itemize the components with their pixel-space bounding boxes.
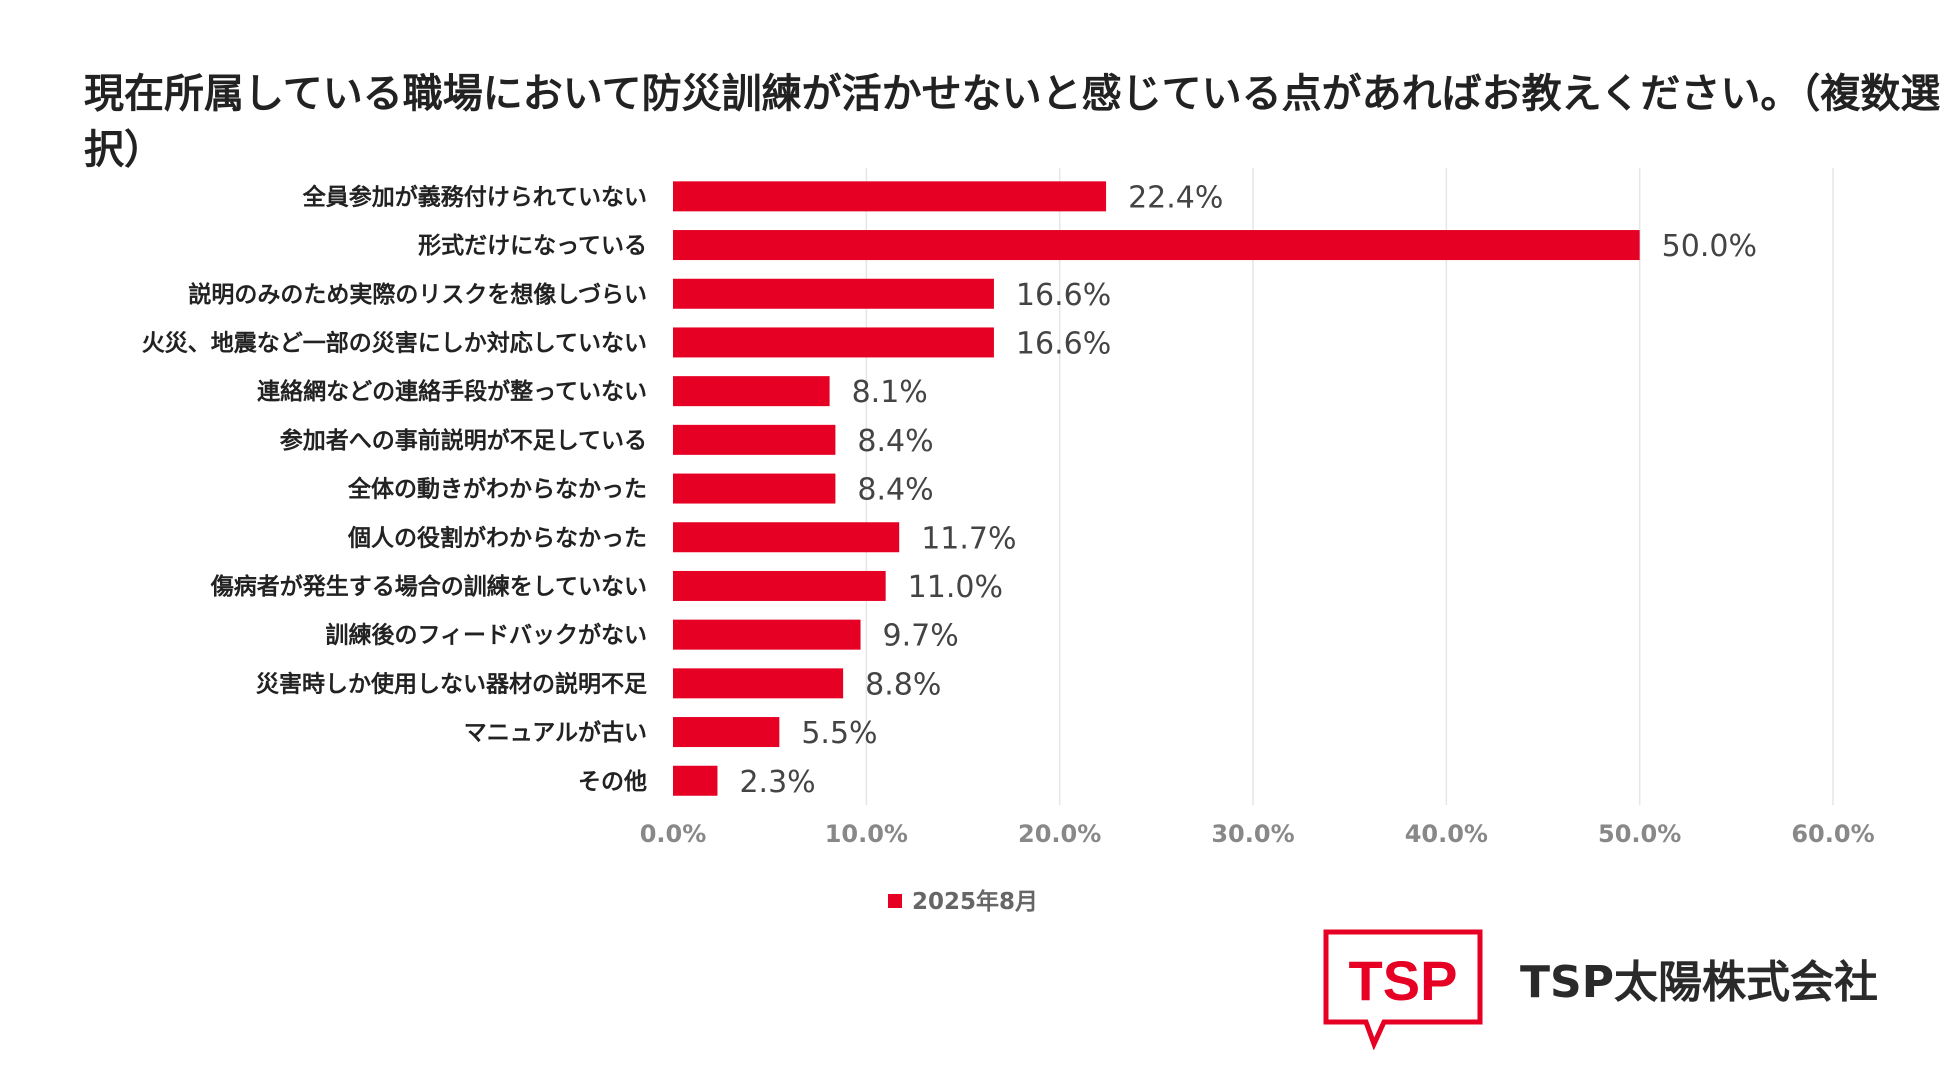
x-axis-ticks: 0.0% 10.0% 20.0% 30.0% 40.0% 50.0% 60.0% xyxy=(640,820,1875,848)
legend: 2025年8月 xyxy=(888,888,1038,915)
value-label: 11.7% xyxy=(921,521,1016,556)
bar xyxy=(673,717,780,748)
legend-label: 2025年8月 xyxy=(912,888,1038,915)
bars xyxy=(673,181,1640,796)
category-label: 形式だけになっている xyxy=(418,233,647,259)
company-name: TSP太陽株式会社 xyxy=(1520,957,1878,1008)
value-label: 50.0% xyxy=(1662,229,1757,264)
bar-chart: 全員参加が義務付けられていない形式だけになっている説明のみのため実際のリスクを想… xyxy=(142,168,1875,915)
category-label: 参加者への事前説明が不足している xyxy=(280,427,647,454)
bar xyxy=(673,230,1640,261)
x-tick-label: 20.0% xyxy=(1018,820,1101,848)
x-tick-label: 10.0% xyxy=(825,820,908,848)
x-tick-label: 40.0% xyxy=(1405,820,1488,848)
chart-title: 現在所属している職場において防災訓練が活かせないと感じている点があればお教えくだ… xyxy=(84,71,1941,173)
bar xyxy=(673,522,900,553)
category-label: 個人の役割がわからなかった xyxy=(347,524,647,551)
x-tick-label: 0.0% xyxy=(640,820,707,848)
category-label: 火災、地震など一部の災害にしか対応していない xyxy=(142,329,647,356)
bar xyxy=(673,619,861,650)
legend-swatch xyxy=(888,894,902,908)
category-label: その他 xyxy=(578,769,647,795)
x-tick-label: 50.0% xyxy=(1598,820,1681,848)
bar xyxy=(673,765,718,796)
bar xyxy=(673,278,994,309)
category-labels: 全員参加が義務付けられていない形式だけになっている説明のみのため実際のリスクを想… xyxy=(142,183,647,794)
value-label: 22.4% xyxy=(1128,180,1223,215)
category-label: 傷病者が発生する場合の訓練をしていない xyxy=(210,573,647,600)
category-label: 連絡網などの連絡手段が整っていない xyxy=(257,378,647,405)
category-label: 全員参加が義務付けられていない xyxy=(302,183,647,210)
category-label: マニュアルが古い xyxy=(464,719,647,746)
bar xyxy=(673,376,830,407)
bar xyxy=(673,181,1107,212)
value-label: 16.6% xyxy=(1016,326,1111,361)
bar xyxy=(673,424,836,455)
value-label: 5.5% xyxy=(801,716,877,751)
category-label: 説明のみのため実際のリスクを想像しづらい xyxy=(188,281,647,308)
tsp-logo: TSP xyxy=(1322,928,1490,1051)
grid-lines xyxy=(865,168,1834,806)
value-label: 8.1% xyxy=(852,375,928,410)
value-label: 8.4% xyxy=(857,424,933,459)
value-label: 11.0% xyxy=(908,570,1003,605)
value-labels: 22.4% 50.0% 16.6% 16.6% 8.1% 8.4% 8.4% 11.7% 11.… xyxy=(739,180,1757,799)
bar xyxy=(673,327,994,358)
value-label: 8.8% xyxy=(865,667,941,702)
tsp-logo-mark: TSP xyxy=(1323,929,1483,1051)
value-label: 8.4% xyxy=(857,473,933,508)
bar xyxy=(673,668,844,699)
category-label: 全体の動きがわからなかった xyxy=(347,476,647,503)
logo-text: TSP xyxy=(1349,949,1458,1012)
x-tick-label: 30.0% xyxy=(1211,820,1294,848)
x-tick-label: 60.0% xyxy=(1791,820,1874,848)
bar xyxy=(673,570,886,601)
value-label: 9.7% xyxy=(883,619,959,654)
category-label: 災害時しか使用しない器材の説明不足 xyxy=(256,670,647,697)
value-label: 2.3% xyxy=(739,765,815,800)
bar xyxy=(673,473,836,504)
category-label: 訓練後のフィードバックがない xyxy=(325,622,647,649)
value-label: 16.6% xyxy=(1016,278,1111,313)
